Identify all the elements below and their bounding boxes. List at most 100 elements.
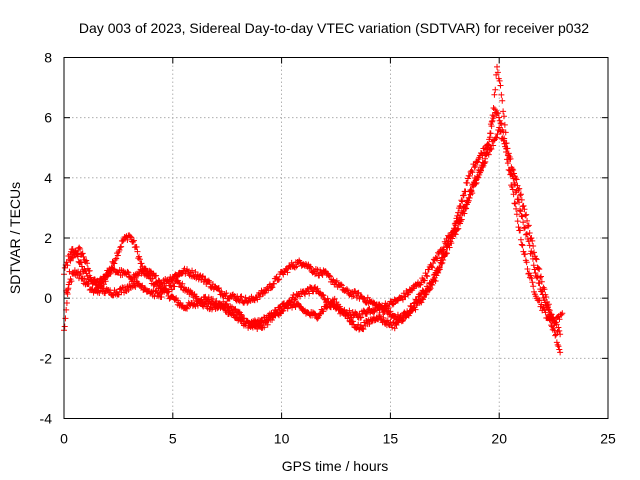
data-point	[117, 244, 124, 251]
data-point	[327, 273, 334, 280]
data-point	[64, 286, 71, 293]
data-point	[461, 210, 468, 217]
data-point	[556, 316, 563, 323]
data-point	[275, 276, 282, 283]
data-point	[524, 217, 531, 224]
data-point	[346, 307, 353, 314]
data-point	[522, 212, 529, 219]
data-point	[495, 114, 502, 121]
data-point	[526, 242, 533, 249]
data-point	[387, 308, 394, 315]
data-point	[389, 324, 396, 331]
data-point	[464, 198, 471, 205]
data-point	[334, 302, 341, 309]
data-point	[510, 167, 517, 174]
data-point	[81, 275, 88, 282]
data-point	[556, 327, 563, 334]
data-point	[67, 251, 74, 258]
data-point	[380, 314, 387, 321]
data-point	[269, 284, 276, 291]
data-point	[238, 312, 245, 319]
data-point	[256, 293, 263, 300]
data-point	[371, 308, 378, 315]
data-point	[497, 128, 504, 135]
data-point	[112, 256, 119, 263]
data-point	[505, 150, 512, 157]
data-point	[286, 298, 293, 305]
data-point	[462, 204, 469, 211]
y-tick-label: 4	[44, 170, 52, 186]
data-point	[197, 297, 204, 304]
data-point	[343, 311, 350, 318]
data-point	[357, 322, 364, 329]
data-point	[471, 164, 478, 171]
data-point	[376, 312, 383, 319]
data-point	[474, 173, 481, 180]
data-point	[130, 237, 137, 244]
data-point	[393, 316, 400, 323]
data-point	[171, 283, 178, 290]
data-point	[78, 259, 85, 266]
data-point	[218, 288, 225, 295]
data-point	[336, 303, 343, 310]
data-point	[522, 231, 529, 238]
data-point	[530, 242, 537, 249]
data-point	[254, 296, 261, 303]
data-point	[458, 216, 465, 223]
data-point	[77, 245, 84, 252]
data-point	[307, 264, 314, 271]
data-point	[458, 197, 465, 204]
data-point	[481, 159, 488, 166]
data-point	[515, 196, 522, 203]
data-point	[136, 256, 143, 263]
data-point	[522, 224, 529, 231]
data-point	[84, 260, 91, 267]
data-point	[537, 274, 544, 281]
data-point	[491, 113, 498, 120]
data-point	[482, 158, 489, 165]
data-point	[554, 341, 561, 348]
data-point	[454, 226, 461, 233]
data-point	[516, 185, 523, 192]
data-point	[297, 259, 304, 266]
data-point	[541, 306, 548, 313]
data-point	[241, 315, 248, 322]
data-point	[423, 272, 430, 279]
data-point	[555, 324, 562, 331]
data-point	[184, 305, 191, 312]
data-point	[361, 295, 368, 302]
data-point	[556, 346, 563, 353]
data-point	[390, 319, 397, 326]
data-point	[78, 250, 85, 257]
data-point	[443, 250, 450, 257]
data-point	[215, 284, 222, 291]
data-point	[474, 158, 481, 165]
data-point	[451, 230, 458, 237]
data-point	[425, 266, 432, 273]
data-point	[199, 273, 206, 280]
data-point	[538, 278, 545, 285]
data-point	[425, 286, 432, 293]
data-point	[121, 284, 128, 291]
data-point	[522, 251, 529, 258]
tick-layer	[63, 57, 609, 419]
data-point	[235, 317, 242, 324]
data-point	[141, 272, 148, 279]
data-point	[366, 320, 373, 327]
data-point	[158, 294, 165, 301]
x-tick-label: 10	[274, 431, 290, 447]
data-point	[67, 257, 74, 264]
data-point	[237, 293, 244, 300]
data-point	[550, 315, 557, 322]
data-point	[399, 296, 406, 303]
data-point	[518, 196, 525, 203]
data-point	[448, 240, 455, 247]
data-point	[411, 299, 418, 306]
data-point	[507, 155, 514, 162]
data-point	[523, 231, 530, 238]
data-point	[434, 255, 441, 262]
data-point	[179, 280, 186, 287]
data-point	[80, 253, 87, 260]
data-point	[320, 292, 327, 299]
